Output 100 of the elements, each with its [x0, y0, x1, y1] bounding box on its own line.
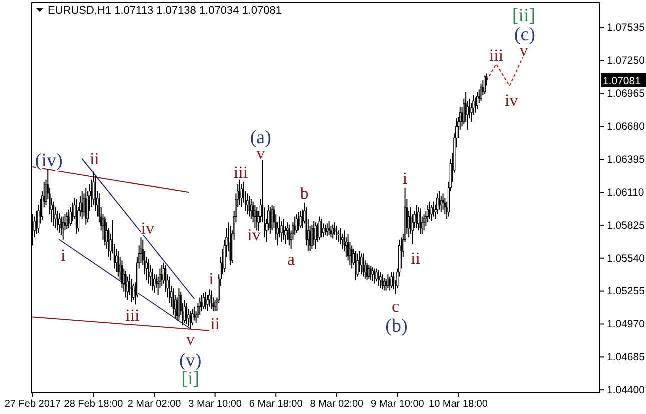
candlestick — [280, 220, 283, 243]
annotation: i — [402, 168, 408, 188]
candlestick — [390, 272, 394, 289]
y-tick-label: 1.04685 — [607, 352, 646, 364]
y-tick-label: 1.04400 — [607, 384, 646, 396]
x-tick-label: 2 Mar 02:00 — [128, 399, 182, 410]
candlestick — [194, 306, 196, 322]
candlestick — [351, 245, 353, 270]
candlestick — [358, 250, 360, 273]
candlestick — [338, 230, 340, 243]
annotation: b — [300, 184, 309, 203]
candlestick — [66, 212, 68, 230]
x-tick-label: 3 Mar 10:00 — [188, 399, 242, 410]
x-tick-label: 6 Mar 18:00 — [249, 399, 304, 410]
candlestick — [70, 207, 72, 227]
candlestick — [370, 266, 372, 281]
candlestick — [53, 201, 55, 227]
candlestick — [320, 218, 322, 238]
candlestick — [58, 212, 61, 234]
candlestick — [246, 193, 249, 215]
annotation: iv — [505, 90, 519, 110]
candlestick — [208, 289, 211, 308]
x-tick-label: 9 Mar 10:00 — [371, 399, 425, 410]
candlestick — [334, 222, 336, 236]
candlestick — [104, 216, 106, 246]
candlestick — [420, 208, 422, 235]
candlestick — [332, 224, 334, 240]
candlestick — [336, 226, 338, 240]
candlestick — [416, 204, 418, 229]
candlestick — [125, 270, 127, 298]
candlestick — [68, 209, 70, 229]
candlestick — [436, 193, 439, 215]
candlestick — [311, 224, 314, 250]
y-tick-label: 1.04970 — [607, 318, 646, 331]
candlestick — [355, 250, 357, 281]
candlestick — [248, 195, 250, 218]
annotation: c — [392, 297, 400, 316]
x-tick-label: 8 Mar 02:00 — [310, 399, 364, 410]
candlestick — [378, 269, 380, 287]
y-tick-label: 1.07250 — [607, 55, 646, 68]
candlestick — [152, 268, 154, 292]
candlestick — [366, 262, 368, 281]
candlestick — [430, 204, 433, 222]
x-tick-label: 28 Feb 18:00 — [64, 399, 124, 410]
annotation: iii — [126, 306, 140, 325]
annotation: v — [186, 330, 196, 349]
annotation: iv — [141, 218, 155, 238]
candlestick — [214, 299, 216, 312]
candlestick — [115, 248, 118, 273]
y-tick-label: 1.07535 — [607, 22, 646, 34]
candlestick — [322, 223, 325, 238]
candlestick — [368, 264, 370, 280]
annotation: ii — [411, 248, 421, 268]
candlestick — [256, 207, 258, 232]
candlestick — [318, 216, 321, 240]
candlestick — [376, 268, 378, 282]
candlestick — [383, 278, 386, 292]
annotation: iii — [489, 46, 504, 65]
candlestick — [202, 292, 205, 310]
candlestick — [356, 253, 359, 278]
candlestick — [168, 276, 170, 304]
candlestick — [438, 190, 440, 210]
candlestick — [72, 202, 74, 222]
annotation: (iv) — [35, 150, 63, 172]
annotation: (b) — [386, 316, 408, 337]
candlestick — [360, 253, 363, 276]
candlestick — [476, 91, 479, 110]
candlestick — [340, 228, 342, 246]
candlestick — [186, 302, 188, 325]
candlestick — [380, 272, 382, 289]
candlestick — [76, 198, 78, 235]
y-tick-label: 1.06680 — [607, 121, 646, 134]
candlestick — [314, 222, 318, 250]
candlestick — [190, 311, 192, 330]
candlestick — [324, 224, 326, 236]
candlestick — [201, 294, 203, 312]
candlestick — [372, 267, 374, 282]
candlestick — [199, 297, 202, 316]
candlestick — [433, 201, 435, 218]
candlestick — [386, 278, 388, 292]
candlestick — [270, 207, 272, 235]
y-tick-label: 1.05540 — [607, 252, 646, 265]
candlestick — [313, 220, 315, 246]
y-tick-label: 1.05825 — [607, 220, 646, 232]
candlestick — [118, 250, 120, 278]
y-tick-label: 1.06110 — [607, 186, 644, 199]
y-tick-label: 1.05255 — [607, 286, 646, 298]
candlestick — [296, 214, 298, 234]
candlestick — [85, 187, 87, 226]
candlestick — [250, 198, 252, 220]
x-tick-label: 10 Mar 18:00 — [429, 399, 488, 410]
candlestick — [191, 308, 194, 326]
y-tick-label: 1.06965 — [607, 88, 646, 100]
candlestick — [161, 264, 163, 287]
annotation: [ii] — [512, 6, 536, 27]
candlestick — [148, 259, 150, 284]
candlestick — [444, 198, 446, 215]
annotation: a — [288, 250, 296, 270]
candlestick — [184, 299, 186, 324]
chart-title: EURUSD,H1 1.07113 1.07138 1.07034 1.07081 — [48, 5, 282, 17]
